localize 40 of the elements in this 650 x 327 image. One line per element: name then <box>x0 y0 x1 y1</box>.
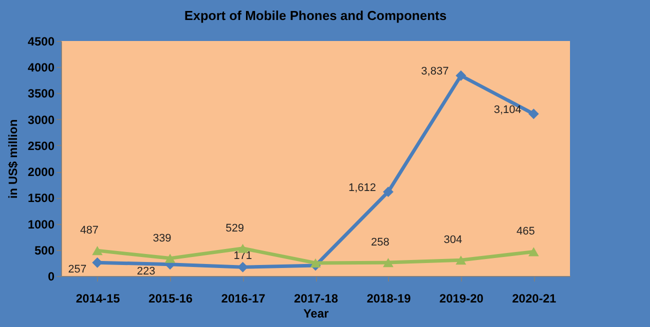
y-tick-label: 4000 <box>28 60 55 75</box>
x-tick-label: 2019-20 <box>439 292 484 306</box>
data-label: 223 <box>136 265 156 278</box>
y-tick-label: 4500 <box>28 34 55 48</box>
point <box>382 258 394 268</box>
data-label: 1,612 <box>348 182 376 194</box>
point <box>456 256 466 265</box>
x-tick-label: 2016-17 <box>221 292 266 306</box>
y-tick-label: 3500 <box>28 86 55 101</box>
point <box>528 108 539 120</box>
x-tick-label: 2015-16 <box>148 292 193 306</box>
x-tick-label: 2017-18 <box>294 292 338 306</box>
data-label: 257 <box>68 264 87 276</box>
y-tick-label: 0 <box>48 270 55 284</box>
x-tick-label: 2020-21 <box>512 292 556 306</box>
chart-title: Export of Mobile Phones and Components <box>184 8 447 23</box>
data-label: 3,104 <box>494 104 522 116</box>
data-label: 529 <box>226 222 244 234</box>
y-tick-label: 1500 <box>28 191 55 206</box>
x-tick-label: 2018-19 <box>366 292 412 306</box>
point <box>382 186 394 198</box>
data-label: 304 <box>444 234 462 246</box>
point <box>456 70 466 81</box>
point <box>310 258 321 268</box>
point <box>164 254 176 263</box>
y-tick-label: 3000 <box>28 112 55 127</box>
point <box>92 246 103 256</box>
y-tick-label: 2000 <box>28 165 55 180</box>
x-axis-title: Year <box>303 306 330 320</box>
data-label: 3,837 <box>421 66 449 78</box>
y-tick-label: 500 <box>34 243 55 258</box>
data-label: 258 <box>371 236 390 249</box>
y-tick-label: 2500 <box>28 138 55 153</box>
data-label: 339 <box>152 232 172 244</box>
point <box>528 247 539 256</box>
data-label: 487 <box>80 224 99 237</box>
x-tick-label: 2014-15 <box>76 292 120 306</box>
y-tick-label: 1000 <box>28 217 55 232</box>
y-axis-title: in US$ million <box>6 119 20 199</box>
data-label: 465 <box>516 226 535 238</box>
